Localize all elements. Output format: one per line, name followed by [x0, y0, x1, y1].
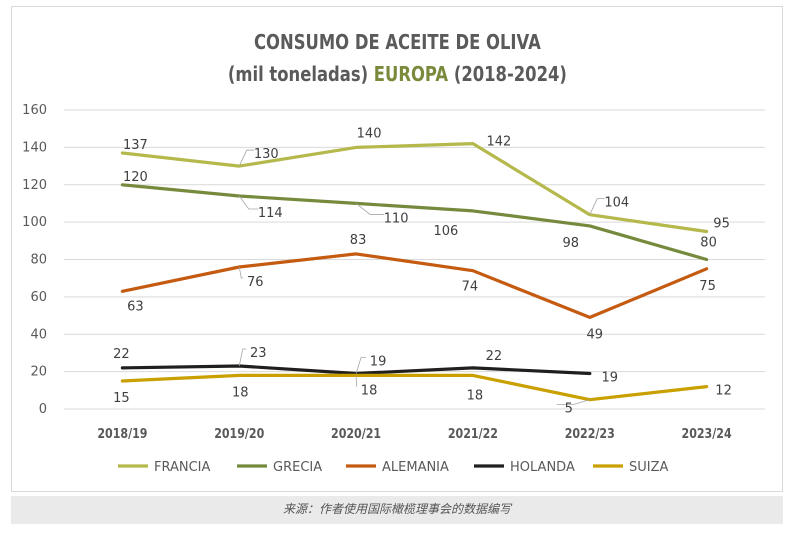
y-axis-ticks: 0 20 40 60 80 100 120 140 160 [22, 103, 47, 417]
series-line-grecia [120, 183, 709, 262]
legend-label-suiza: SUIZA [629, 460, 669, 475]
data-label-holanda: 22 [113, 347, 130, 362]
x-tick-label: 2018/19 [97, 426, 147, 441]
data-label-suiza: 18 [361, 383, 378, 398]
series-lines [120, 142, 709, 402]
leader-line-grecia [238, 195, 259, 210]
chart-title: CONSUMO DE ACEITE DE OLIVA [254, 30, 541, 54]
legend-label-alemania: ALEMANIA [382, 460, 449, 475]
series-line-holanda [120, 364, 592, 376]
data-label-suiza: 15 [113, 391, 130, 406]
leader-line-suiza [556, 399, 590, 406]
data-label-alemania: 74 [462, 280, 479, 295]
data-label-grecia: 114 [258, 206, 283, 221]
y-tick-label: 100 [22, 215, 47, 230]
x-axis-ticks: 2018/19 2019/20 2020/21 2021/22 2022/23 2023/… [97, 426, 731, 441]
series-line-alemania [120, 252, 709, 319]
chart-frame [11, 6, 783, 492]
data-label-holanda: 22 [486, 349, 503, 364]
data-label-francia: 137 [123, 138, 148, 153]
y-tick-label: 0 [39, 402, 47, 417]
data-label-grecia: 80 [700, 236, 717, 251]
leader-line-alemania [238, 266, 244, 279]
leader-line-grecia [355, 203, 385, 215]
chart-subtitle: (mil toneladas) EUROPA (2018-2024) [71, 62, 723, 86]
data-label-suiza: 12 [715, 384, 732, 399]
data-label-holanda: 19 [370, 354, 387, 369]
data-label-suiza: 18 [467, 388, 484, 403]
source-note: 来源：作者使用国际橄榄理事会的数据编写 [11, 496, 783, 524]
x-tick-label: 2022/23 [565, 426, 615, 441]
y-tick-label: 120 [22, 178, 47, 193]
x-tick-label: 2023/24 [682, 426, 732, 441]
data-label-francia: 95 [713, 216, 730, 231]
x-tick-label: 2020/21 [331, 426, 381, 441]
data-label-alemania: 63 [127, 299, 144, 314]
data-label-francia: 142 [487, 135, 512, 150]
data-label-alemania: 49 [586, 327, 603, 342]
legend-label-francia: FRANCIA [154, 460, 211, 475]
y-tick-label: 160 [22, 103, 47, 118]
y-tick-label: 40 [30, 327, 47, 342]
data-label-alemania: 76 [247, 275, 264, 290]
data-label-suiza: 18 [232, 385, 249, 400]
data-label-grecia: 98 [562, 236, 579, 251]
subtitle-prefix: (mil toneladas) [227, 62, 374, 86]
data-labels: 137 130 140 142 104 95 120 114 110 106 98 80 63 76 83 7… [113, 126, 732, 416]
data-label-holanda: 23 [250, 346, 267, 361]
data-label-suiza: 5 [565, 402, 573, 417]
data-label-alemania: 75 [699, 279, 716, 294]
series-line-francia [120, 142, 709, 234]
leader-line-suiza [355, 375, 358, 387]
legend: FRANCIA GRECIA ALEMANIA HOLANDA SUIZA [118, 460, 669, 475]
data-label-grecia: 110 [384, 211, 409, 226]
leader-line-holanda [355, 357, 367, 374]
gridlines [64, 109, 765, 410]
y-tick-label: 20 [30, 365, 47, 380]
y-tick-label: 80 [30, 253, 47, 268]
y-tick-label: 60 [30, 290, 47, 305]
data-label-francia: 104 [604, 196, 629, 211]
data-label-holanda: 19 [601, 370, 618, 385]
legend-label-grecia: GRECIA [273, 460, 322, 475]
subtitle-accent: EUROPA [373, 62, 449, 86]
data-label-alemania: 83 [350, 233, 367, 248]
y-tick-label: 140 [22, 140, 47, 155]
leader-line-holanda [238, 348, 247, 367]
data-label-francia: 140 [357, 126, 382, 141]
data-label-grecia: 120 [123, 170, 148, 185]
data-label-grecia: 106 [434, 224, 459, 239]
leader-line-francia [589, 198, 605, 215]
series-line-suiza [120, 373, 709, 402]
data-label-francia: 130 [254, 147, 279, 162]
legend-label-holanda: HOLANDA [510, 460, 575, 475]
x-tick-label: 2021/22 [448, 426, 498, 441]
subtitle-suffix: (2018-2024) [448, 62, 567, 86]
x-tick-label: 2019/20 [214, 426, 264, 441]
leader-line-francia [238, 149, 255, 167]
